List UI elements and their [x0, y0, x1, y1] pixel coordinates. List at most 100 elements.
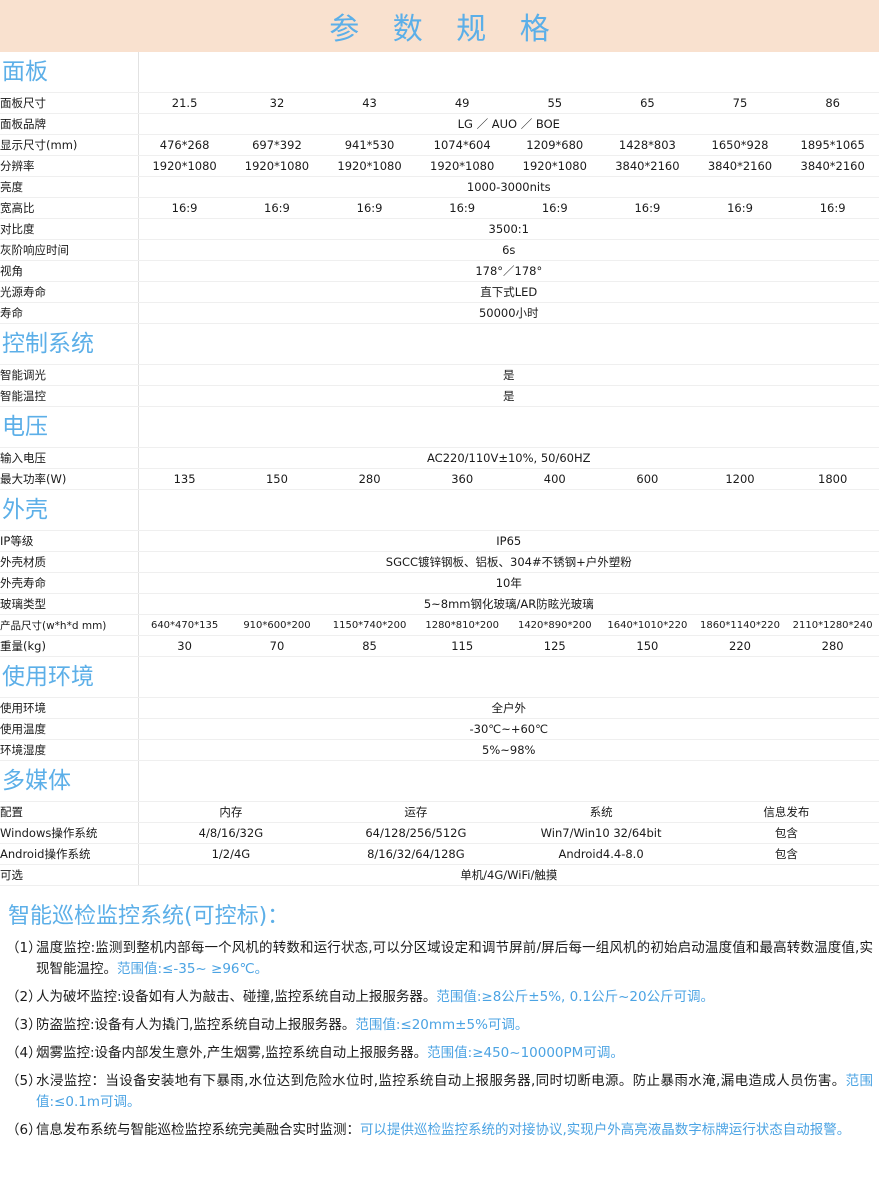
cell: 包含	[693, 822, 879, 844]
section-title-enclosure: 外壳	[0, 489, 139, 531]
cell-merged: 10年	[138, 572, 879, 594]
section-heading-filler	[138, 406, 879, 448]
cell: 16:9	[508, 197, 602, 219]
cell: 1280*810*200	[415, 614, 509, 636]
row-label: 灰阶响应时间	[0, 239, 139, 261]
row-multimedia-windows: Windows操作系统 4/8/16/32G 64/128/256/512G W…	[0, 822, 879, 844]
cell: 910*600*200	[230, 614, 324, 636]
column-header-memory: 内存	[138, 801, 324, 823]
cell: 360	[415, 468, 509, 490]
cell: 1920*1080	[323, 155, 416, 177]
cell-merged: 50000小时	[138, 302, 879, 324]
row-panel-life: 寿命 50000小时	[0, 302, 879, 324]
cell: 3840*2160	[601, 155, 694, 177]
row-panel-ratio: 宽高比 16:9 16:9 16:9 16:9 16:9 16:9 16:9 1…	[0, 197, 879, 219]
cell-merged: 178°／178°	[138, 260, 879, 282]
row-multimedia-optional: 可选 单机/4G/WiFi/触摸	[0, 864, 879, 886]
cell: 3840*2160	[693, 155, 787, 177]
note-number: （1）	[6, 940, 42, 956]
row-label: 可选	[0, 864, 139, 886]
note-text: 人为破坏监控:设备如有人为敲击、碰撞,监控系统自动上报服务器。范围值:≥8公斤±…	[36, 989, 715, 1005]
note-item: （5） 水浸监控：当设备安装地有下暴雨,水位达到危险水位时,监控系统自动上报服务…	[6, 1071, 873, 1113]
row-enclosure-material: 外壳材质 SGCC镀锌钢板、铝板、304#不锈钢+户外塑粉	[0, 551, 879, 573]
cell: 75	[693, 92, 787, 114]
cell: 150	[230, 468, 324, 490]
row-label: 最大功率(W)	[0, 468, 139, 490]
row-panel-backlight: 光源寿命 直下式LED	[0, 281, 879, 303]
cell: 941*530	[323, 134, 416, 156]
cell: 220	[693, 635, 787, 657]
row-enclosure-ip: IP等级 IP65	[0, 530, 879, 552]
cell: 16:9	[323, 197, 416, 219]
cell-merged: IP65	[138, 530, 879, 552]
row-label: 对比度	[0, 218, 139, 240]
row-label: 面板尺寸	[0, 92, 139, 114]
cell-merged: 全户外	[138, 697, 879, 719]
cell-merged: 5~8mm钢化玻璃/AR防眩光玻璃	[138, 593, 879, 615]
cell: 697*392	[230, 134, 324, 156]
section-heading-panel: 面板	[0, 52, 879, 93]
note-range-value: 范围值:≥450~10000PM可调。	[427, 1045, 624, 1061]
cell: 4/8/16/32G	[138, 822, 324, 844]
cell: 2110*1280*240	[786, 614, 879, 636]
note-range-value: 范围值:≤0.1m可调。	[36, 1073, 874, 1110]
cell: 85	[323, 635, 416, 657]
cell: 280	[323, 468, 416, 490]
row-panel-resolution: 分辨率 1920*1080 1920*1080 1920*1080 1920*1…	[0, 155, 879, 177]
row-label: 外壳寿命	[0, 572, 139, 594]
row-label: 亮度	[0, 176, 139, 198]
row-panel-size: 面板尺寸 21.5 32 43 49 55 65 75 86	[0, 92, 879, 114]
cell: 8/16/32/64/128G	[323, 843, 509, 865]
row-label: 显示尺寸(mm)	[0, 134, 139, 156]
row-label: 视角	[0, 260, 139, 282]
cell: 1640*1010*220	[601, 614, 694, 636]
section-heading-filler	[138, 489, 879, 531]
row-enclosure-glass: 玻璃类型 5~8mm钢化玻璃/AR防眩光玻璃	[0, 593, 879, 615]
note-text: 温度监控:监测到整机内部每一个风机的转数和运行状态,可以分区域设定和调节屏前/屏…	[36, 940, 873, 977]
cell-merged: 6s	[138, 239, 879, 261]
row-label: 使用温度	[0, 718, 139, 740]
row-label: 重量(kg)	[0, 635, 139, 657]
cell: 30	[138, 635, 231, 657]
row-label: 输入电压	[0, 447, 139, 469]
note-range-value: 范围值:≤-35~ ≥96℃。	[117, 961, 269, 977]
note-text: 水浸监控：当设备安装地有下暴雨,水位达到危险水位时,监控系统自动上报服务器,同时…	[36, 1073, 874, 1110]
cell-merged: 是	[138, 385, 879, 407]
section-heading-filler	[138, 52, 879, 93]
cell: 16:9	[230, 197, 324, 219]
cell: 1920*1080	[138, 155, 231, 177]
cell: 49	[415, 92, 509, 114]
note-item: （3） 防盗监控:设备有人为撬门,监控系统自动上报服务器。范围值:≤20mm±5…	[6, 1015, 873, 1036]
row-enclosure-weight: 重量(kg) 30 70 85 115 125 150 220 280	[0, 635, 879, 657]
row-multimedia-android: Android操作系统 1/2/4G 8/16/32/64/128G Andro…	[0, 843, 879, 865]
row-label: IP等级	[0, 530, 139, 552]
row-panel-contrast: 对比度 3500:1	[0, 218, 879, 240]
cell: 1860*1140*220	[693, 614, 787, 636]
section-heading-filler	[138, 760, 879, 802]
note-text: 信息发布系统与智能巡检监控系统完美融合实时监测：可以提供巡检监控系统的对接协议,…	[36, 1122, 851, 1138]
column-header-storage: 运存	[323, 801, 509, 823]
cell: 1650*928	[693, 134, 787, 156]
cell: 1920*1080	[415, 155, 509, 177]
row-label: 宽高比	[0, 197, 139, 219]
row-label: 环境湿度	[0, 739, 139, 761]
cell: 1920*1080	[230, 155, 324, 177]
cell: 43	[323, 92, 416, 114]
cell: 64/128/256/512G	[323, 822, 509, 844]
cell-merged: 5%~98%	[138, 739, 879, 761]
cell: 86	[786, 92, 879, 114]
cell: 65	[601, 92, 694, 114]
section-title-environment: 使用环境	[0, 656, 139, 698]
notes-title: 智能巡检监控系统(可控标)：	[8, 904, 290, 929]
note-item: （2） 人为破坏监控:设备如有人为敲击、碰撞,监控系统自动上报服务器。范围值:≥…	[6, 987, 873, 1008]
section-title-multimedia: 多媒体	[0, 760, 139, 802]
cell: 600	[601, 468, 694, 490]
cell: 1428*803	[601, 134, 694, 156]
page-title: 参 数 规 格	[329, 12, 562, 47]
column-header-publishing: 信息发布	[693, 801, 879, 823]
section-heading-voltage: 电压	[0, 406, 879, 448]
section-heading-filler	[138, 323, 879, 365]
cell-merged: 直下式LED	[138, 281, 879, 303]
specification-table: 面板 面板尺寸 21.5 32 43 49 55 65 75 86 面板品牌 L…	[0, 52, 879, 886]
cell: 1920*1080	[508, 155, 602, 177]
